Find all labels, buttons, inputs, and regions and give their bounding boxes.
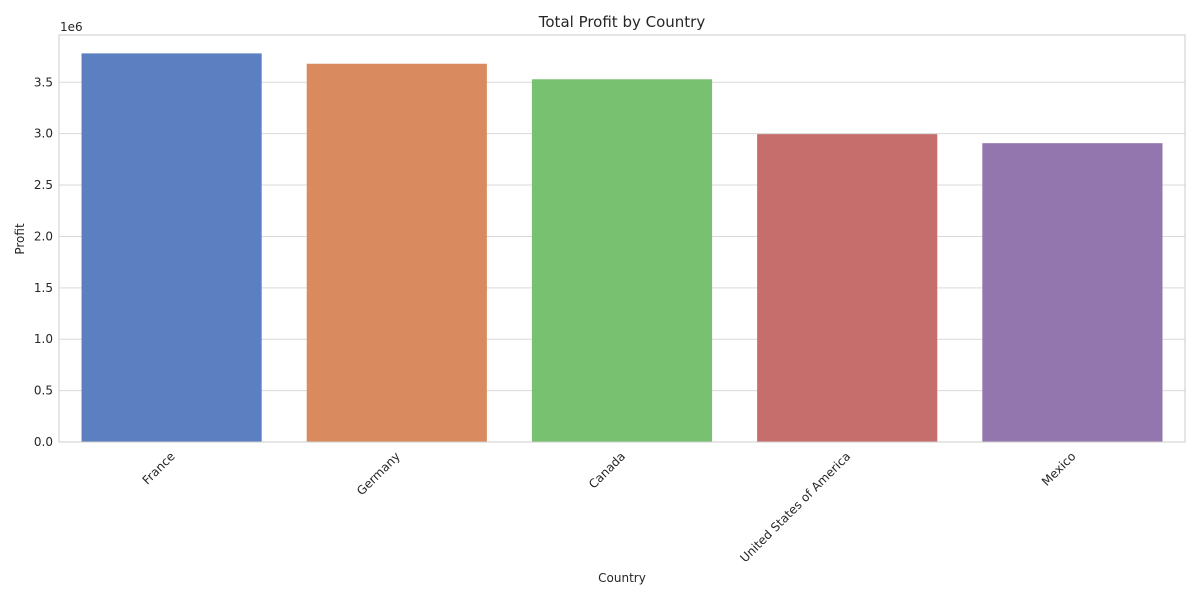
x-tick-label: Canada [586,449,628,491]
y-tick-label: 1.0 [34,332,53,346]
y-tick-label: 0.0 [34,435,53,449]
x-tick-label: Germany [354,449,403,498]
y-tick-label: 3.5 [34,75,53,89]
x-axis-label: Country [598,571,646,585]
y-axis-multiplier: 1e6 [60,20,83,34]
x-tick-label: United States of America [737,449,853,565]
y-axis-label: Profit [13,223,27,255]
y-tick-label: 2.0 [34,229,53,243]
bars [81,53,1163,443]
bar-canada [531,79,713,443]
x-tick-label: France [140,449,178,487]
y-tick-label: 2.5 [34,178,53,192]
y-tick-label: 0.5 [34,384,53,398]
chart-title: Total Profit by Country [538,13,706,31]
plot-frame [58,34,1186,443]
y-tick-label: 1.5 [34,281,53,295]
x-tick-label: Mexico [1039,449,1079,489]
bar-germany [306,63,487,442]
bar-united-states-of-america [757,134,938,442]
bar-mexico [982,143,1163,442]
y-tick-label: 3.0 [34,127,53,141]
x-tick-labels: France Germany Canada United States of Amer… [140,449,1079,565]
bar-france [81,53,262,443]
y-tick-labels: 0.0 0.5 1.0 1.5 2.0 2.5 3.0 3.5 [34,75,53,449]
